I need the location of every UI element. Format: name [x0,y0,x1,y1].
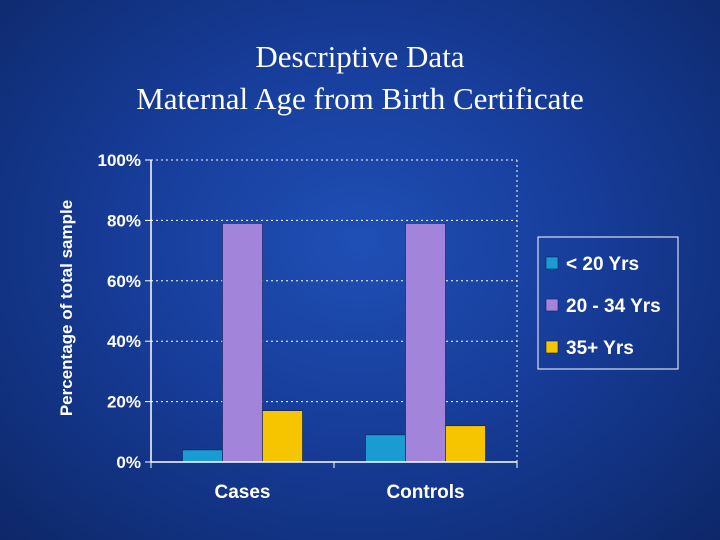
legend-label: 20 - 34 Yrs [566,296,661,317]
chart-title: Descriptive Data [255,39,465,74]
legend-swatch [545,298,559,312]
bar [405,223,446,463]
chart-title-block: Descriptive Data Maternal Age from Birth… [0,36,720,120]
bar [445,425,486,463]
bar [262,410,303,463]
y-tick-label: 40% [107,332,141,351]
bars [182,223,486,463]
category-label: Controls [386,482,464,503]
bar [365,434,406,463]
y-axis-label: Percentage of total sample [57,200,76,416]
legend: < 20 Yrs 20 - 34 Yrs 35+ Yrs [537,236,679,370]
y-tick-label: 0% [116,453,141,472]
y-tick-label: 60% [107,272,141,291]
y-tick-label: 100% [98,151,141,170]
legend-label: 35+ Yrs [566,338,634,359]
bar [222,223,263,463]
y-tick-label: 20% [107,393,141,412]
category-labels: Cases Controls [215,482,465,503]
y-tick-label: 80% [107,211,141,230]
bar [182,449,223,463]
legend-label: < 20 Yrs [566,254,639,275]
axes [150,160,518,468]
gridlines [151,159,518,462]
legend-swatch [545,340,559,354]
y-tick-labels: 0% 20% 40% 60% 80% 100% [98,151,151,472]
category-label: Cases [215,482,271,503]
legend-swatch [545,256,559,270]
chart-subtitle: Maternal Age from Birth Certificate [136,81,584,116]
legend-box [537,236,679,370]
